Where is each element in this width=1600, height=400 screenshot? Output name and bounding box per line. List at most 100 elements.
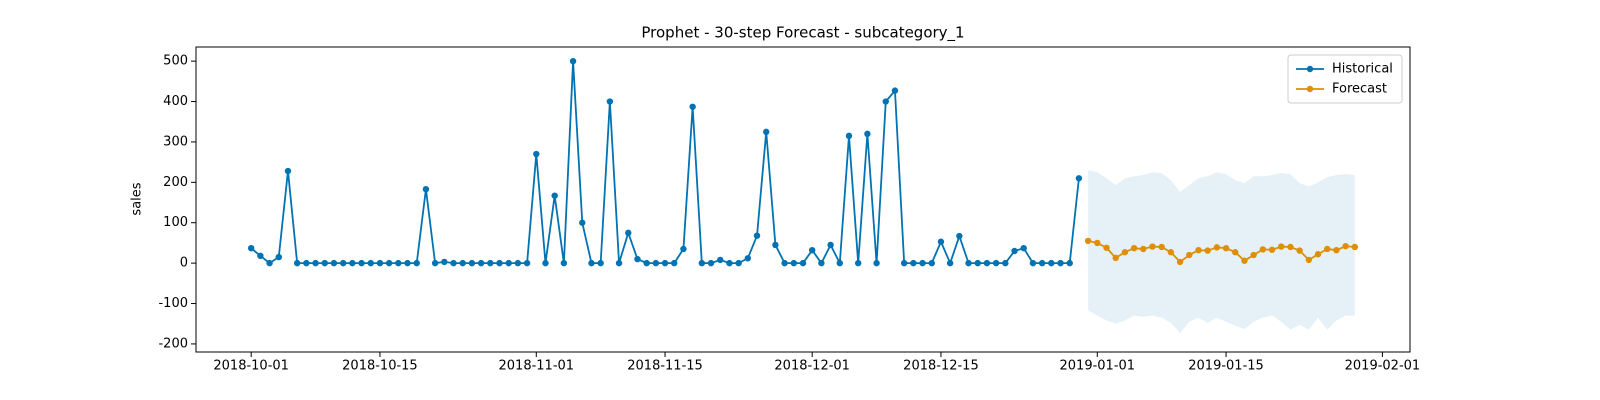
data-point <box>735 259 742 267</box>
data-point <box>1296 247 1303 254</box>
data-point <box>772 241 779 249</box>
data-point <box>956 232 963 240</box>
data-point <box>358 259 365 267</box>
data-point <box>1278 243 1285 250</box>
data-point <box>1222 244 1230 252</box>
data-point <box>1121 249 1129 256</box>
data-point <box>790 259 798 267</box>
data-point <box>864 130 871 138</box>
legend-marker <box>1306 85 1314 93</box>
data-point <box>597 259 604 267</box>
data-point <box>569 57 577 65</box>
y-tick-label: 300 <box>163 134 188 149</box>
x-tick-label: 2018-11-15 <box>627 359 703 374</box>
data-point <box>606 98 614 105</box>
data-point <box>514 259 522 267</box>
data-point <box>542 259 549 267</box>
data-point <box>882 98 889 105</box>
data-point <box>321 259 328 267</box>
data-point <box>1186 251 1193 259</box>
data-point <box>900 259 908 267</box>
data-point <box>588 259 595 267</box>
data-point <box>376 259 384 267</box>
data-point <box>367 259 374 267</box>
data-point <box>487 259 494 267</box>
uncertainty-band <box>1088 170 1355 334</box>
x-tick-label: 2018-10-15 <box>342 359 418 374</box>
data-point <box>266 259 273 267</box>
data-point <box>1351 243 1359 251</box>
data-point <box>312 259 319 267</box>
data-point <box>1084 237 1092 245</box>
y-tick-label: 400 <box>163 94 188 109</box>
legend-marker <box>1306 65 1314 73</box>
data-point <box>928 259 935 267</box>
data-point <box>1259 246 1267 253</box>
data-point <box>1195 246 1202 254</box>
data-point <box>468 259 476 267</box>
data-point <box>1103 244 1110 251</box>
data-point <box>1314 251 1322 258</box>
data-point <box>744 255 752 262</box>
data-point <box>1057 259 1064 267</box>
data-point <box>1002 259 1009 267</box>
data-point <box>1176 258 1184 266</box>
chart-title: Prophet - 30-step Forecast - subcategory… <box>641 24 964 43</box>
data-point <box>1324 245 1331 253</box>
data-point <box>818 259 825 267</box>
data-point <box>1158 243 1165 251</box>
data-point <box>1140 245 1147 253</box>
data-point <box>799 259 807 267</box>
x-tick-label: 2018-11-01 <box>499 359 575 374</box>
data-point <box>983 259 991 267</box>
data-point <box>1287 243 1294 251</box>
data-point <box>505 259 512 267</box>
x-tick-label: 2019-01-15 <box>1188 359 1264 374</box>
legend-box <box>1287 54 1403 104</box>
data-point <box>937 238 945 245</box>
y-tick-label: 500 <box>163 54 188 69</box>
data-point <box>781 259 788 267</box>
data-point <box>275 253 282 261</box>
data-point <box>946 259 954 267</box>
data-point <box>1213 244 1221 251</box>
x-tick-label: 2019-01-01 <box>1060 359 1136 374</box>
data-point <box>1342 242 1349 250</box>
data-point <box>1011 247 1018 255</box>
data-point <box>661 259 669 267</box>
y-tick-label: -100 <box>158 296 188 311</box>
data-point <box>1048 259 1055 267</box>
data-point <box>808 246 816 254</box>
data-point <box>974 259 981 267</box>
data-point <box>671 259 678 267</box>
data-point <box>1038 259 1046 267</box>
data-point <box>1167 249 1175 256</box>
data-point <box>1149 243 1156 250</box>
data-point <box>1112 254 1119 262</box>
data-point <box>523 259 531 267</box>
data-point <box>1305 256 1313 264</box>
data-point <box>330 259 338 267</box>
data-point <box>643 259 650 267</box>
legend-label: Forecast <box>1332 82 1387 97</box>
data-point <box>680 245 687 253</box>
y-tick-label: -200 <box>158 336 188 351</box>
plot-frame <box>195 46 1411 353</box>
data-point <box>753 232 761 239</box>
data-point <box>910 259 917 267</box>
data-point <box>459 259 466 267</box>
y-axis-label: sales <box>130 182 145 215</box>
data-point <box>845 132 853 140</box>
data-point <box>836 259 843 267</box>
legend-label: Historical <box>1332 62 1393 77</box>
data-point <box>652 259 660 267</box>
data-point <box>827 241 834 249</box>
data-point <box>891 87 899 94</box>
data-point <box>707 259 715 267</box>
data-point <box>919 259 926 267</box>
y-tick-label: 0 <box>180 256 188 271</box>
data-point <box>413 259 420 267</box>
data-point <box>1029 259 1037 267</box>
data-point <box>1268 246 1276 253</box>
